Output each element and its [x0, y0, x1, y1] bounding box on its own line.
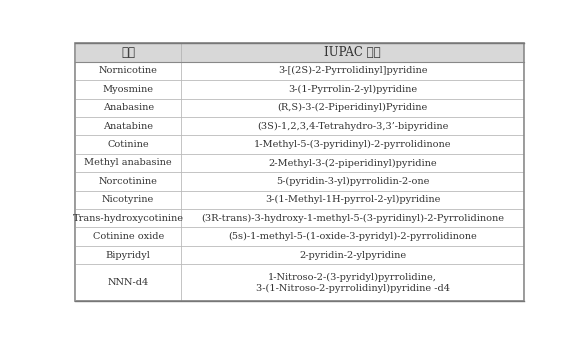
Text: (R,S)-3-(2-Piperidinyl)Pyridine: (R,S)-3-(2-Piperidinyl)Pyridine: [277, 103, 428, 112]
Text: Methyl anabasine: Methyl anabasine: [84, 159, 172, 167]
Text: Anatabine: Anatabine: [103, 122, 153, 131]
Text: Cotinine: Cotinine: [108, 140, 149, 149]
Bar: [181, 117, 524, 135]
Text: 5-(pyridin-3-yl)pyrrolidin-2-one: 5-(pyridin-3-yl)pyrrolidin-2-one: [276, 177, 429, 186]
Text: Cotinine oxide: Cotinine oxide: [92, 232, 164, 241]
Text: (3R-trans)-3-hydroxy-1-methyl-5-(3-pyridinyl)-2-Pyrrolidinone: (3R-trans)-3-hydroxy-1-methyl-5-(3-pyrid…: [201, 214, 504, 223]
Text: Anabasine: Anabasine: [102, 103, 154, 112]
Text: 3-(1-Pyrrolin-2-yl)pyridine: 3-(1-Pyrrolin-2-yl)pyridine: [288, 85, 417, 94]
Text: 2-pyridin-2-ylpyridine: 2-pyridin-2-ylpyridine: [299, 251, 406, 260]
Bar: [75, 227, 181, 246]
Bar: [181, 172, 524, 191]
Text: (5s)-1-methyl-5-(1-oxide-3-pyridyl)-2-pyrrolidinone: (5s)-1-methyl-5-(1-oxide-3-pyridyl)-2-py…: [228, 232, 477, 241]
Bar: [181, 227, 524, 246]
Text: Trans-hydroxycotinine: Trans-hydroxycotinine: [73, 214, 184, 223]
Bar: [75, 43, 181, 62]
Text: Myosmine: Myosmine: [103, 85, 154, 94]
Bar: [181, 246, 524, 264]
Text: 1-Nitroso-2-(3-pyridyl)pyrrolidine,
3-(1-Nitroso-2-pyrrolidinyl)pyridine -d4: 1-Nitroso-2-(3-pyridyl)pyrrolidine, 3-(1…: [256, 272, 449, 293]
Bar: [75, 80, 181, 99]
Text: 1-Methyl-5-(3-pyridinyl)-2-pyrrolidinone: 1-Methyl-5-(3-pyridinyl)-2-pyrrolidinone: [254, 140, 451, 149]
Bar: [181, 264, 524, 301]
Bar: [75, 117, 181, 135]
Text: 2-Methyl-3-(2-piperidinyl)pyridine: 2-Methyl-3-(2-piperidinyl)pyridine: [269, 159, 437, 167]
Bar: [181, 135, 524, 154]
Bar: [181, 62, 524, 80]
Text: Nicotyrine: Nicotyrine: [102, 195, 154, 204]
Bar: [75, 135, 181, 154]
Bar: [181, 154, 524, 172]
Bar: [75, 191, 181, 209]
Bar: [75, 172, 181, 191]
Text: 성분: 성분: [121, 46, 135, 59]
Bar: [75, 154, 181, 172]
Text: 3-(1-Methyl-1H-pyrrol-2-yl)pyridine: 3-(1-Methyl-1H-pyrrol-2-yl)pyridine: [265, 195, 441, 204]
Text: IUPAC 이름: IUPAC 이름: [324, 46, 381, 59]
Bar: [181, 99, 524, 117]
Bar: [75, 264, 181, 301]
Bar: [75, 62, 181, 80]
Text: (3S)-1,2,3,4-Tetrahydro-3,3’-bipyridine: (3S)-1,2,3,4-Tetrahydro-3,3’-bipyridine: [257, 122, 448, 131]
Bar: [181, 209, 524, 227]
Text: NNN-d4: NNN-d4: [108, 278, 149, 287]
Bar: [75, 209, 181, 227]
Text: Norcotinine: Norcotinine: [99, 177, 157, 186]
Text: Bipyridyl: Bipyridyl: [106, 251, 150, 260]
Bar: [181, 191, 524, 209]
Text: Nornicotine: Nornicotine: [99, 66, 157, 75]
Text: 3-[(2S)-2-Pyrrolidinyl]pyridine: 3-[(2S)-2-Pyrrolidinyl]pyridine: [278, 66, 427, 75]
Bar: [181, 80, 524, 99]
Bar: [181, 43, 524, 62]
Bar: [75, 246, 181, 264]
Bar: [75, 99, 181, 117]
